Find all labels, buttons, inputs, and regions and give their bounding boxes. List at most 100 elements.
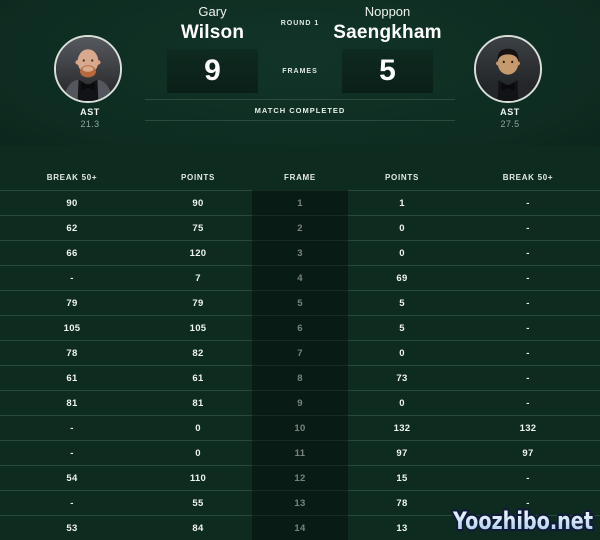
p1-points-cell: 84	[192, 522, 204, 534]
player1-stat: AST 21.3	[40, 107, 140, 131]
frame-row: 90 90 1 1 -	[0, 190, 600, 215]
frame-row: 62 75 2 0 -	[0, 215, 600, 240]
frame-row: 66 120 3 0 -	[0, 240, 600, 265]
player2-score-box: 5	[342, 49, 433, 93]
frame-row: 81 81 9 0 -	[0, 390, 600, 415]
frame-number-cell: 11	[294, 447, 306, 459]
p1-break-cell: 61	[66, 372, 78, 384]
p2-break-cell: -	[526, 372, 530, 384]
frames-table-header: BREAK 50+ POINTS FRAME POINTS BREAK 50+	[0, 146, 600, 190]
match-status: MATCH COMPLETED	[254, 106, 346, 115]
p1-break-cell: 53	[66, 522, 78, 534]
p2-break-cell: -	[526, 247, 530, 259]
p2-points-cell: 0	[399, 222, 405, 234]
p1-points-cell: 7	[195, 272, 201, 284]
p1-points-cell: 55	[192, 497, 204, 509]
player2-stat-value: 27.5	[500, 119, 520, 130]
p1-break-cell: -	[70, 497, 74, 509]
p1-points-cell: 82	[192, 347, 204, 359]
p1-break-cell: 54	[66, 472, 78, 484]
frame-number-cell: 9	[297, 397, 303, 409]
player1-score-box: 9	[167, 49, 258, 93]
p2-break-cell: 132	[519, 422, 537, 434]
p1-points-cell: 120	[189, 247, 207, 259]
frame-row: 105 105 6 5 -	[0, 315, 600, 340]
col-header-frame: FRAME	[284, 173, 316, 182]
p1-break-cell: -	[70, 447, 74, 459]
frame-number-cell: 7	[297, 347, 303, 359]
p1-points-cell: 75	[192, 222, 204, 234]
frame-number-cell: 1	[297, 197, 303, 209]
frame-number-cell: 2	[297, 222, 303, 234]
p1-break-cell: 105	[63, 322, 81, 334]
p1-points-cell: 81	[192, 397, 204, 409]
p2-points-cell: 69	[396, 272, 408, 284]
p1-break-cell: 90	[66, 197, 78, 209]
p2-points-cell: 5	[399, 322, 405, 334]
player1-stat-label: AST	[80, 107, 100, 117]
p1-break-cell: -	[70, 422, 74, 434]
p2-points-cell: 15	[396, 472, 408, 484]
frame-row: 61 61 8 73 -	[0, 365, 600, 390]
frame-number-cell: 5	[297, 297, 303, 309]
frame-number-cell: 10	[294, 422, 306, 434]
p2-break-cell: -	[526, 497, 530, 509]
player1-portrait-icon	[56, 37, 120, 101]
p2-points-cell: 5	[399, 297, 405, 309]
player2-stat-label: AST	[500, 107, 520, 117]
match-header: Gary Wilson ROUND 1 Noppon Saengkham	[0, 0, 600, 146]
player1-last-name: Wilson	[180, 21, 245, 43]
status-divider-top	[145, 99, 455, 100]
p1-break-cell: 78	[66, 347, 78, 359]
frame-row: 54 110 12 15 -	[0, 465, 600, 490]
frames-table: BREAK 50+ POINTS FRAME POINTS BREAK 50+ …	[0, 146, 600, 540]
player1-first-name: Gary	[198, 4, 227, 19]
p2-break-cell: 97	[522, 447, 534, 459]
frames-label: FRAMES	[282, 68, 318, 75]
frame-row: 79 79 5 5 -	[0, 290, 600, 315]
watermark-text: Yoozhibo.net	[452, 507, 593, 535]
player2-portrait-icon	[476, 37, 540, 101]
p1-break-cell: 62	[66, 222, 78, 234]
p2-points-cell: 73	[396, 372, 408, 384]
p1-break-cell: -	[70, 272, 74, 284]
p2-break-cell: -	[526, 522, 530, 534]
p2-break-cell: -	[526, 222, 530, 234]
round-label: ROUND 1	[280, 20, 320, 27]
player2-name: Noppon Saengkham	[310, 4, 465, 44]
p2-points-cell: 132	[393, 422, 411, 434]
p1-break-cell: 66	[66, 247, 78, 259]
p2-break-cell: -	[526, 197, 530, 209]
p2-break-cell: -	[526, 297, 530, 309]
p2-break-cell: -	[526, 472, 530, 484]
frame-number-cell: 13	[294, 497, 306, 509]
frame-row: 78 82 7 0 -	[0, 340, 600, 365]
frame-number-cell: 4	[297, 272, 303, 284]
p2-points-cell: 0	[399, 247, 405, 259]
p1-points-cell: 79	[192, 297, 204, 309]
p2-break-cell: -	[526, 272, 530, 284]
frame-row: - 0 10 132 132	[0, 415, 600, 440]
p2-points-cell: 97	[396, 447, 408, 459]
col-header-p1-points: POINTS	[181, 173, 215, 182]
watermark: Yoozhibo.net	[450, 505, 595, 537]
player1-avatar	[54, 35, 122, 103]
frames-table-body: 90 90 1 1-62 75 2 0-66 120 3 0- -7 4 69-79 79 5 5-105 10…	[0, 190, 600, 540]
p1-points-cell: 0	[195, 422, 201, 434]
frame-row: - 7 4 69 -	[0, 265, 600, 290]
p2-points-cell: 78	[396, 497, 408, 509]
p1-points-cell: 61	[192, 372, 204, 384]
p2-points-cell: 1	[399, 197, 405, 209]
player2-score: 5	[379, 54, 396, 87]
player2-first-name: Noppon	[364, 4, 411, 19]
frame-number-cell: 12	[294, 472, 306, 484]
p1-points-cell: 105	[189, 322, 207, 334]
p2-points-cell: 13	[396, 522, 408, 534]
p1-break-cell: 79	[66, 297, 78, 309]
col-header-p1-break: BREAK 50+	[46, 173, 98, 182]
frame-number-cell: 3	[297, 247, 303, 259]
p1-break-cell: 81	[66, 397, 78, 409]
player1-stat-value: 21.3	[80, 119, 100, 130]
frame-number-cell: 6	[297, 322, 303, 334]
